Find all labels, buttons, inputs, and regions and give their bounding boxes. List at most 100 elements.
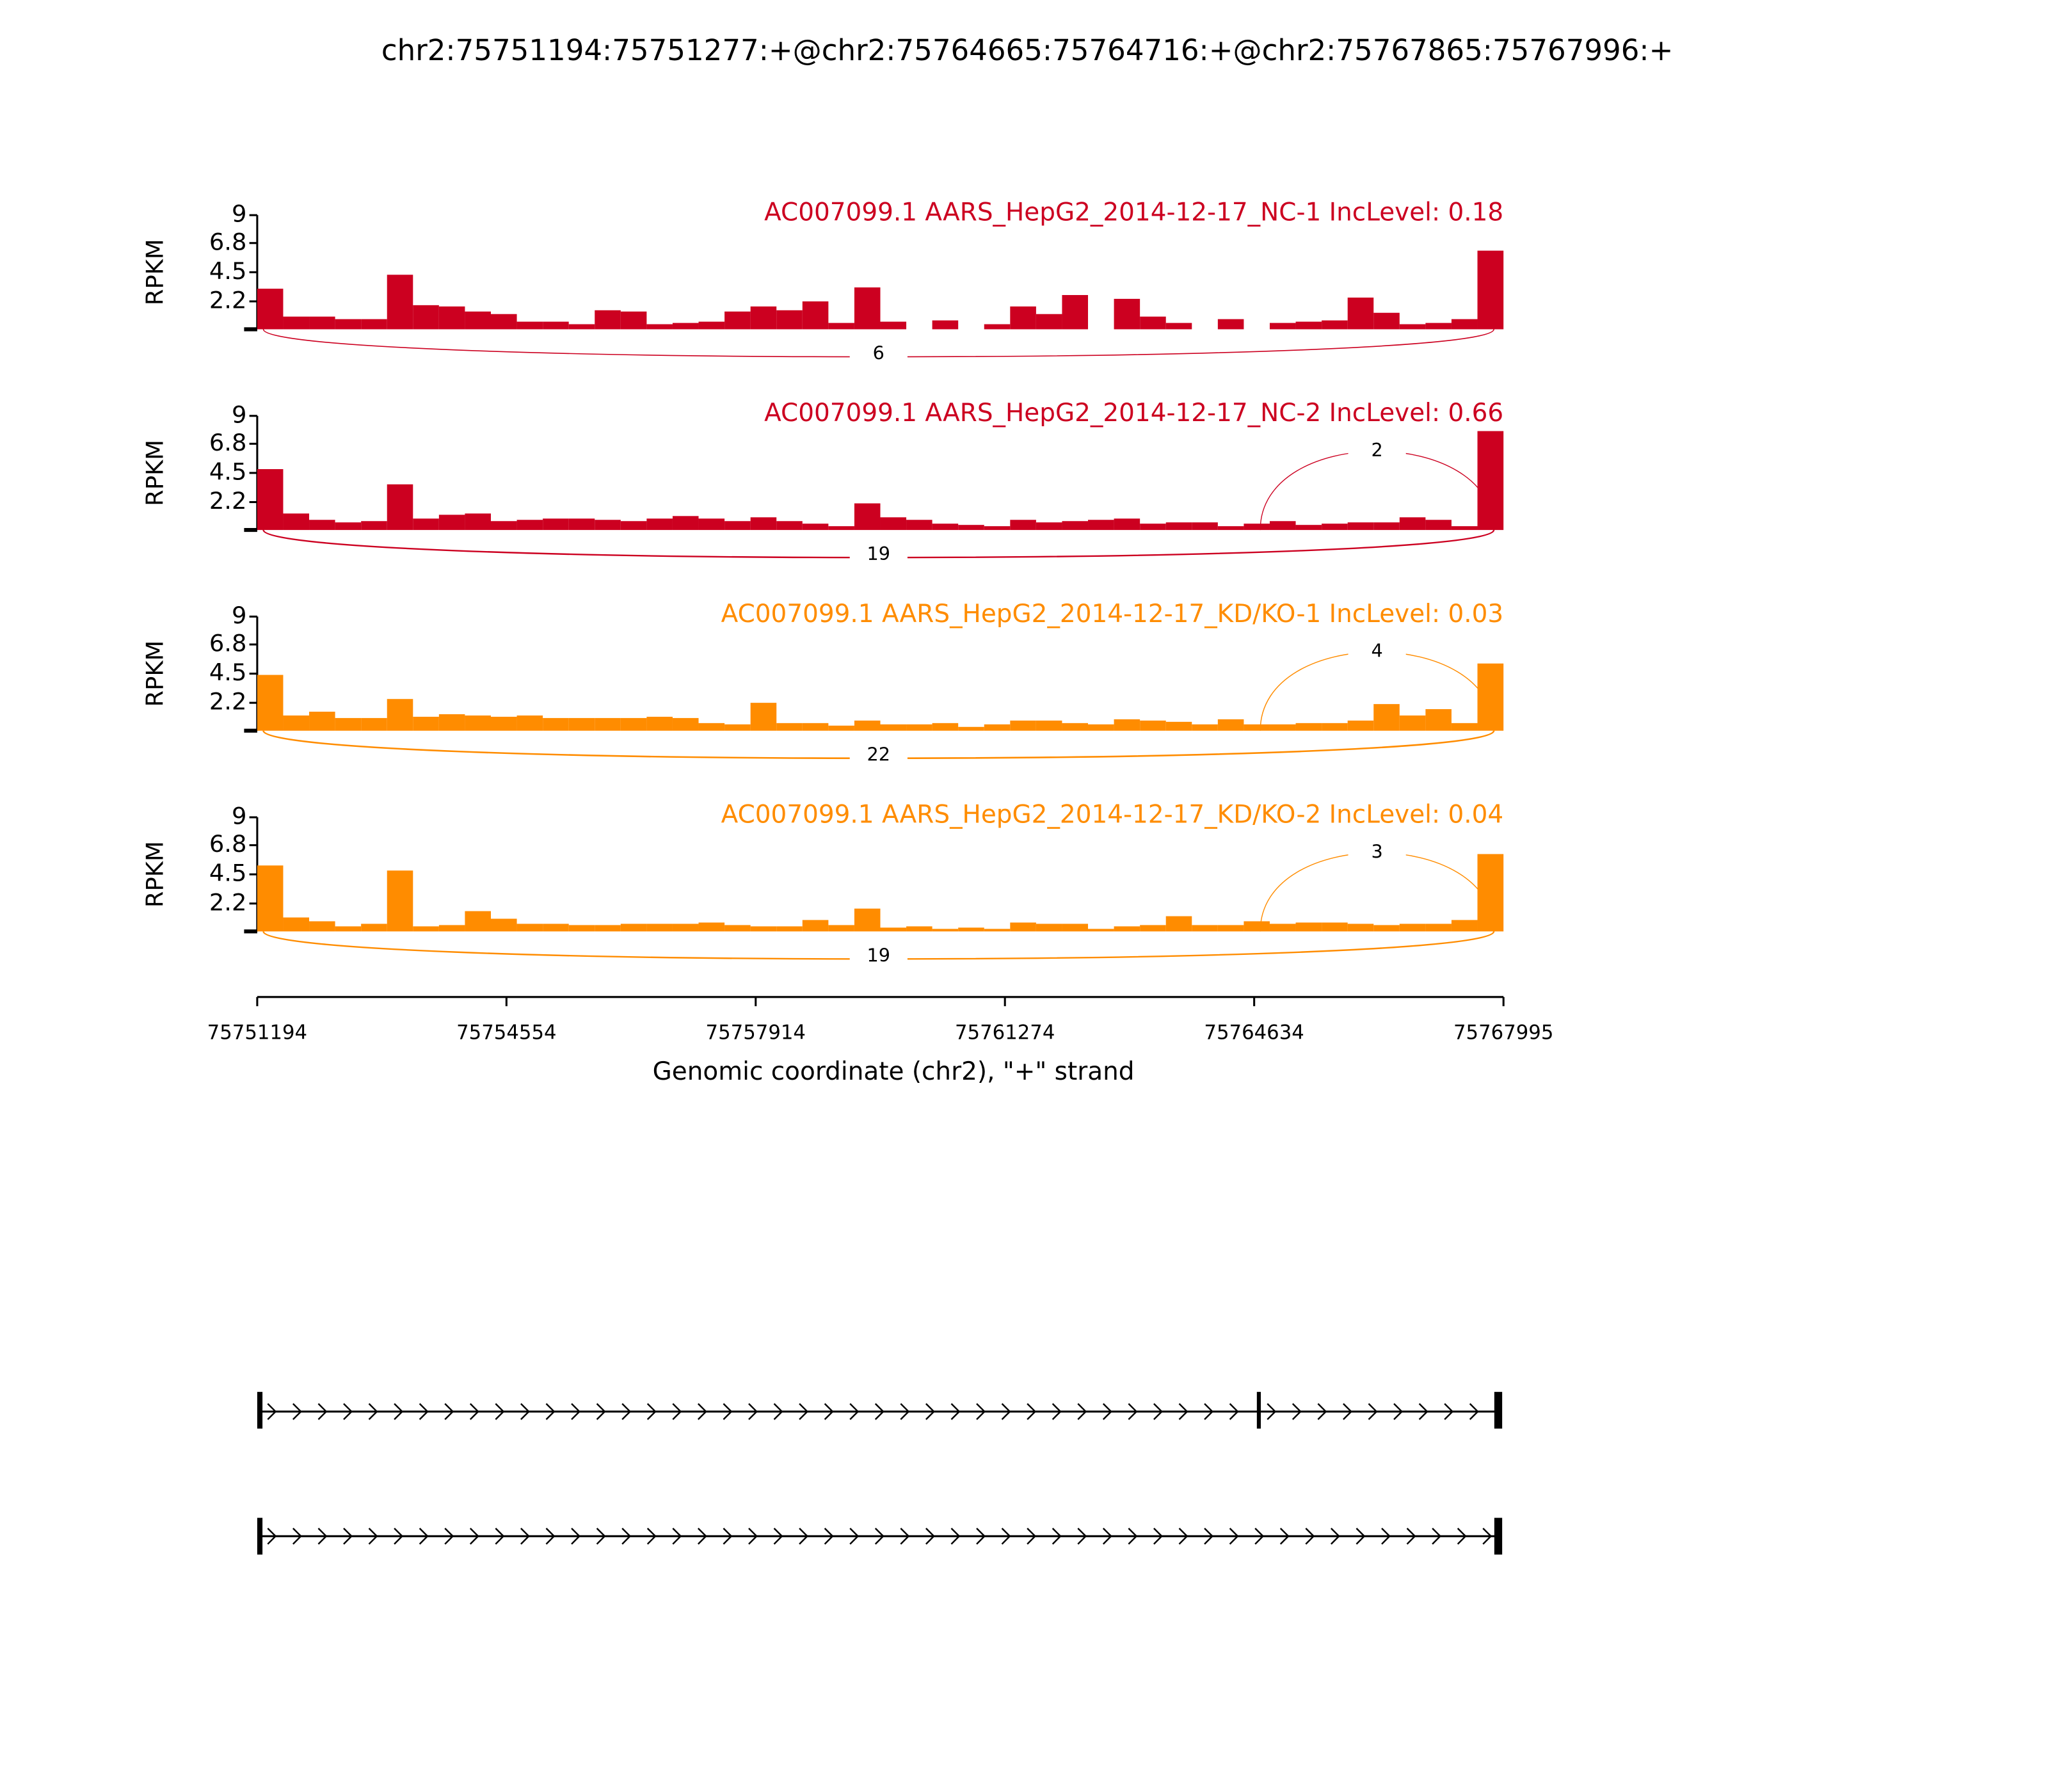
strand-chevron: [368, 1403, 378, 1420]
coverage-bar: [335, 522, 362, 531]
coverage-bar: [335, 926, 362, 932]
strand-chevron: [1406, 1528, 1416, 1545]
junction-label-bg: [1348, 439, 1406, 463]
coverage-bar: [1036, 720, 1062, 731]
coverage-bar: [880, 927, 907, 932]
strand-chevron: [1102, 1528, 1112, 1545]
strand-chevron: [317, 1403, 328, 1420]
coverage-bar: [387, 870, 413, 932]
strand-chevron: [520, 1403, 530, 1420]
coverage-bar: [465, 911, 491, 932]
y-tick-label: 6.8: [209, 228, 247, 255]
coverage-bar: [438, 306, 465, 330]
coverage-bar: [1347, 720, 1374, 731]
coverage-bar: [1347, 297, 1374, 330]
coverage-bar: [413, 305, 439, 330]
coverage-bar: [1217, 526, 1244, 531]
coverage-bar: [906, 926, 932, 932]
strand-chevron: [1229, 1528, 1239, 1545]
coverage-bar: [1217, 319, 1244, 330]
coverage-bar: [595, 925, 621, 932]
x-tick-label: 75757914: [706, 1021, 806, 1044]
coverage-bar: [880, 517, 907, 531]
coverage-bar: [1036, 522, 1062, 531]
strand-chevron: [520, 1528, 530, 1545]
strand-chevron: [874, 1528, 884, 1545]
track-title: AC007099.1 AARS_HepG2_2014-12-17_NC-2 In…: [764, 399, 1503, 428]
coverage-bar: [672, 717, 699, 731]
coverage-bar: [1192, 925, 1218, 932]
strand-chevron: [773, 1403, 783, 1420]
y-tick-label: 9: [232, 803, 246, 830]
track-title: AC007099.1 AARS_HepG2_2014-12-17_NC-1 In…: [764, 198, 1503, 227]
coverage-bar: [413, 518, 439, 531]
strand-chevron: [824, 1403, 834, 1420]
strand-chevron: [1393, 1403, 1404, 1420]
strand-chevron: [976, 1528, 986, 1545]
coverage-bar: [1373, 925, 1400, 932]
coverage-bar: [854, 287, 881, 330]
coverage-bar: [620, 924, 647, 932]
coverage-bar: [1165, 323, 1192, 330]
coverage-bar: [516, 715, 543, 731]
coverage-bar: [1036, 314, 1062, 330]
strand-chevron: [267, 1403, 277, 1420]
coverage-bar: [1088, 929, 1114, 932]
coverage-bar: [595, 310, 621, 330]
coverage-bar: [1165, 916, 1192, 932]
coverage-bar: [465, 311, 491, 330]
coverage-bar: [568, 925, 595, 932]
coverage-bar: [257, 469, 284, 531]
coverage-bar: [646, 518, 673, 531]
strand-chevron: [697, 1528, 707, 1545]
coverage-bar: [958, 726, 984, 731]
coverage-bar: [438, 515, 465, 531]
coverage-bar: [413, 716, 439, 731]
y-tick-label: 9: [232, 602, 246, 629]
coverage-bar: [516, 924, 543, 932]
x-axis-label: Genomic coordinate (chr2), "+" strand: [653, 1057, 1135, 1086]
strand-chevron: [1444, 1403, 1454, 1420]
coverage-bar: [620, 717, 647, 731]
coverage-bar: [283, 513, 310, 531]
strand-chevron: [900, 1403, 910, 1420]
coverage-bar: [465, 513, 491, 531]
coverage-bar: [1010, 922, 1036, 932]
coverage-bar: [1217, 719, 1244, 731]
coverage-bar: [802, 723, 829, 731]
coverage-bar: [1295, 922, 1322, 932]
coverage-bar: [1010, 520, 1036, 531]
coverage-bar: [257, 675, 284, 731]
coverage-bar: [309, 921, 335, 932]
coverage-bar: [283, 715, 310, 731]
coverage-bar: [1114, 298, 1140, 330]
coverage-bar: [1088, 724, 1114, 731]
coverage-bar: [698, 922, 725, 932]
y-tick-label: 6.8: [209, 629, 247, 657]
strand-chevron: [495, 1403, 505, 1420]
coverage-bar: [1114, 926, 1140, 932]
coverage-bar: [1399, 924, 1426, 932]
strand-chevron: [545, 1403, 556, 1420]
coverage-bar: [1425, 709, 1452, 731]
strand-chevron: [1204, 1403, 1214, 1420]
coverage-bar: [1088, 520, 1114, 531]
strand-chevron: [1178, 1403, 1188, 1420]
x-tick-label: 75754554: [456, 1021, 556, 1044]
coverage-bar: [906, 520, 932, 531]
coverage-bar: [490, 716, 517, 731]
junction-count: 19: [867, 944, 891, 966]
coverage-bar: [1062, 723, 1089, 731]
coverage-bar: [776, 521, 803, 531]
coverage-bar: [932, 524, 959, 531]
strand-chevron: [1027, 1403, 1037, 1420]
coverage-bar: [1062, 294, 1089, 330]
gene-models: [257, 1391, 1503, 1555]
strand-chevron: [545, 1528, 556, 1545]
exon: [257, 1391, 263, 1429]
coverage-bar: [1165, 721, 1192, 731]
coverage-bar: [361, 319, 387, 330]
coverage-bar: [854, 503, 881, 531]
strand-chevron: [292, 1403, 302, 1420]
x-tick-label: 75761274: [955, 1021, 1055, 1044]
